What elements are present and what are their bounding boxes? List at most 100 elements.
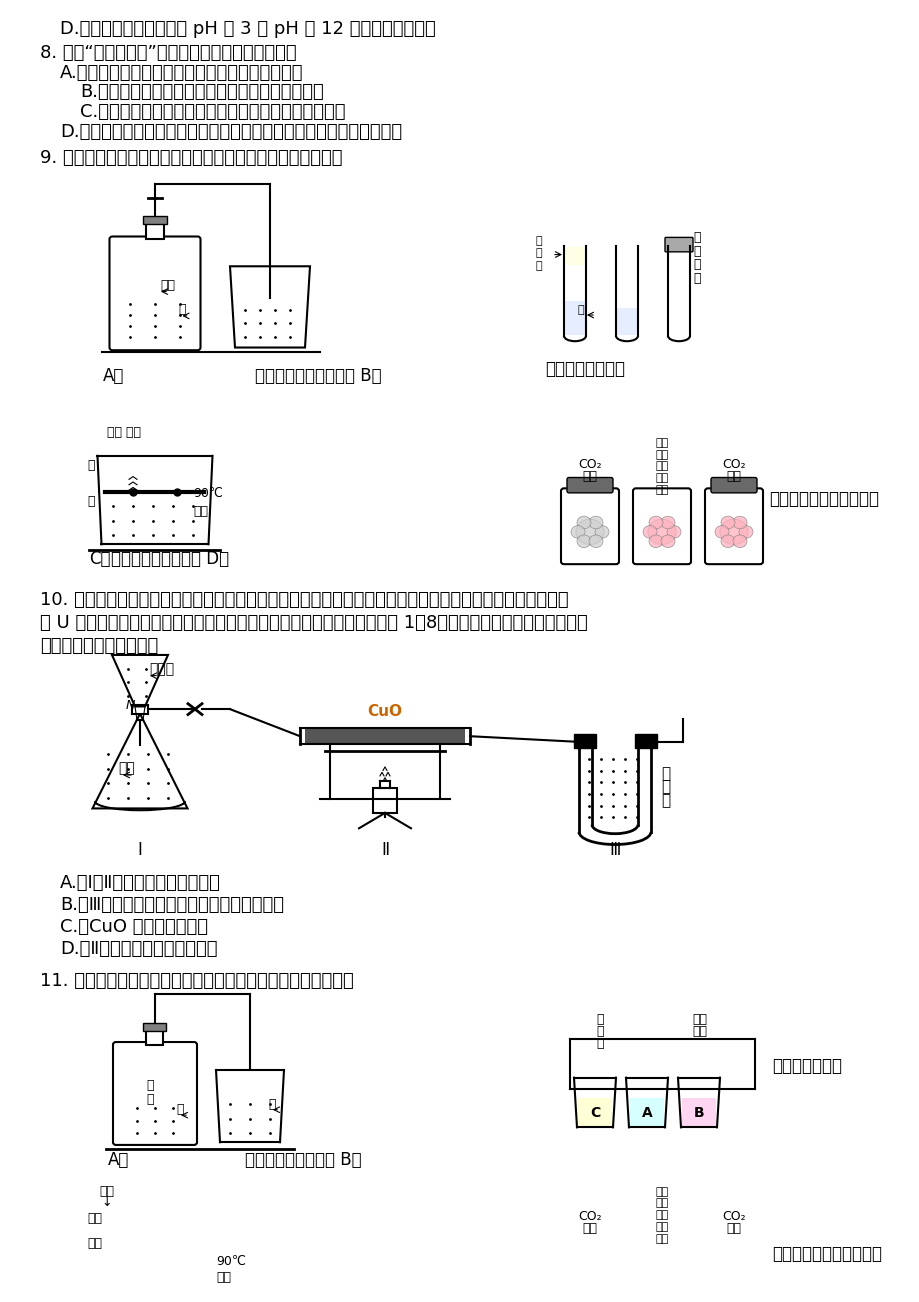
Text: 蕊溶: 蕊溶 [654,1198,668,1208]
Text: D.　用空塑料瓶、小卵石、石英砂、活性炭、蓬松棉等制作简易净水器: D. 用空塑料瓶、小卵石、石英砂、活性炭、蓬松棉等制作简易净水器 [60,124,402,141]
Text: 研究空气中氧气的含量 B．: 研究空气中氧气的含量 B． [255,367,381,385]
Text: 气: 气 [692,272,699,285]
FancyBboxPatch shape [566,478,612,493]
Circle shape [738,526,752,538]
Text: 物: 物 [535,249,541,258]
Text: 热水: 热水 [216,1271,232,1284]
Text: 和 U 型管（包括笹石灰）的质量差，计算得氢元素和氧元素的质量比大于 1：8．下列对导致这一结果的原因的: 和 U 型管（包括笹石灰）的质量差，计算得氢元素和氧元素的质量比大于 1：8．下… [40,615,587,631]
Text: 白磷: 白磷 [87,1212,102,1225]
Text: C.　用酒精浸泡烂枯的某些植物的花瓣可制酸碱指示剂: C. 用酒精浸泡烂枯的某些植物的花瓣可制酸碱指示剂 [80,103,346,121]
Text: 研究二氧化碳与水的反应: 研究二氧化碳与水的反应 [771,1245,881,1263]
Text: ↓: ↓ [102,1197,112,1210]
Circle shape [576,516,590,529]
Text: 研究分子的运动: 研究分子的运动 [771,1057,841,1075]
FancyBboxPatch shape [109,237,200,350]
Circle shape [647,519,675,544]
Text: 研究二氧化碳与水的反应: 研究二氧化碳与水的反应 [768,490,878,508]
Circle shape [574,1271,605,1298]
FancyBboxPatch shape [565,1229,614,1243]
Text: B: B [693,1107,704,1121]
Text: 红磷: 红磷 [99,1185,114,1198]
Circle shape [714,526,728,538]
Bar [143,1023,166,1031]
Text: 铜: 铜 [87,460,95,473]
Text: D.　Ⅱ装置中玻璃管内有水冷凝: D. Ⅱ装置中玻璃管内有水冷凝 [60,940,217,958]
Text: 燥: 燥 [692,245,699,258]
Circle shape [576,1288,590,1301]
Text: CO₂: CO₂ [577,1210,601,1223]
Circle shape [576,535,590,548]
Text: A．: A． [102,367,124,385]
Text: 氨: 氨 [596,1025,603,1038]
Circle shape [660,1268,675,1281]
Text: 干花: 干花 [582,470,596,483]
Circle shape [732,516,746,529]
Text: CuO: CuO [367,704,403,719]
Text: C．: C． [89,551,111,568]
Text: Ⅲ: Ⅲ [608,841,620,859]
Text: 铜片: 铜片 [87,1237,102,1250]
Text: 笹: 笹 [660,766,669,781]
Text: N: N [126,699,135,712]
Text: 液染: 液染 [654,461,668,471]
Bar [146,1027,164,1044]
Text: 锷粒: 锷粒 [119,762,135,775]
Bar [634,734,656,747]
Text: 灰: 灰 [660,793,669,807]
Text: 酝酞: 酝酞 [692,1013,707,1026]
Text: 纸花: 纸花 [654,1233,668,1243]
Text: 红磷: 红磷 [160,279,175,292]
FancyBboxPatch shape [113,1042,197,1144]
Bar [573,734,596,747]
FancyBboxPatch shape [630,1238,692,1302]
Text: C: C [589,1107,599,1121]
Bar [372,788,397,812]
Text: A．: A． [108,1151,130,1169]
Circle shape [732,535,746,548]
Circle shape [660,1288,675,1301]
Text: CO₂: CO₂ [721,1210,745,1223]
Text: B.　Ⅲ装置干燥剂量不足，水没有被完全吸收: B. Ⅲ装置干燥剂量不足，水没有被完全吸收 [60,896,284,914]
Circle shape [588,1268,602,1281]
Bar [630,1098,664,1125]
Circle shape [588,516,602,529]
Circle shape [720,519,747,544]
Circle shape [720,535,734,548]
Text: 热水: 热水 [193,504,208,517]
Polygon shape [230,267,310,348]
Text: CO₂: CO₂ [721,457,745,470]
Circle shape [648,535,663,548]
Text: A: A [641,1107,652,1121]
Bar [564,247,584,266]
Circle shape [720,516,734,529]
Text: 用石: 用石 [654,1186,668,1197]
Circle shape [714,1279,728,1290]
Circle shape [720,1288,734,1301]
Circle shape [738,1279,752,1290]
FancyBboxPatch shape [559,1238,619,1302]
Text: B.　向洁净的碎鸡豛壳中加入食盐水可制二氧化碳: B. 向洁净的碎鸡豛壳中加入食盐水可制二氧化碳 [80,83,323,102]
Polygon shape [93,713,187,809]
Circle shape [660,535,675,548]
Text: 干花: 干花 [582,1223,596,1236]
Circle shape [666,526,680,538]
Circle shape [571,1279,584,1290]
Circle shape [666,1279,680,1290]
Circle shape [595,526,608,538]
Text: 稀硫酸: 稀硫酸 [149,661,174,676]
Text: 水: 水 [268,1098,276,1111]
FancyBboxPatch shape [704,488,762,564]
Text: 植: 植 [535,236,541,246]
Text: 浓: 浓 [596,1013,603,1026]
Text: 湿花: 湿花 [726,470,741,483]
Text: 溶液: 溶液 [692,1025,707,1038]
Text: 90℃: 90℃ [216,1255,246,1268]
Text: 水: 水 [177,303,186,316]
Circle shape [588,1288,602,1301]
Circle shape [642,1279,656,1290]
Text: 纸花: 纸花 [654,484,668,495]
Text: 水: 水 [176,1103,184,1116]
Text: 研究铁生锈的条件: 研究铁生锈的条件 [544,361,624,378]
Text: 油: 油 [535,260,541,271]
Bar [617,307,636,335]
